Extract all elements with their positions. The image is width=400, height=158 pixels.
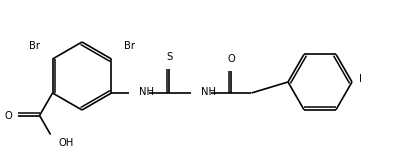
Text: OH: OH xyxy=(58,138,74,148)
Text: I: I xyxy=(359,74,362,84)
Text: S: S xyxy=(166,52,172,62)
Text: O: O xyxy=(5,110,12,121)
Text: NH: NH xyxy=(202,87,216,97)
Text: O: O xyxy=(228,54,235,64)
Text: Br: Br xyxy=(124,41,136,51)
Text: NH: NH xyxy=(140,87,154,97)
Text: Br: Br xyxy=(28,41,40,51)
